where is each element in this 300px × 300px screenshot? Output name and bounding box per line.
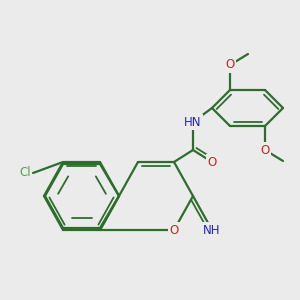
Text: O: O <box>169 224 178 236</box>
Text: O: O <box>207 155 217 169</box>
Text: Cl: Cl <box>19 167 31 179</box>
Text: NH: NH <box>203 224 221 236</box>
Text: HN: HN <box>184 116 202 128</box>
Text: O: O <box>225 58 235 71</box>
Text: O: O <box>260 143 270 157</box>
